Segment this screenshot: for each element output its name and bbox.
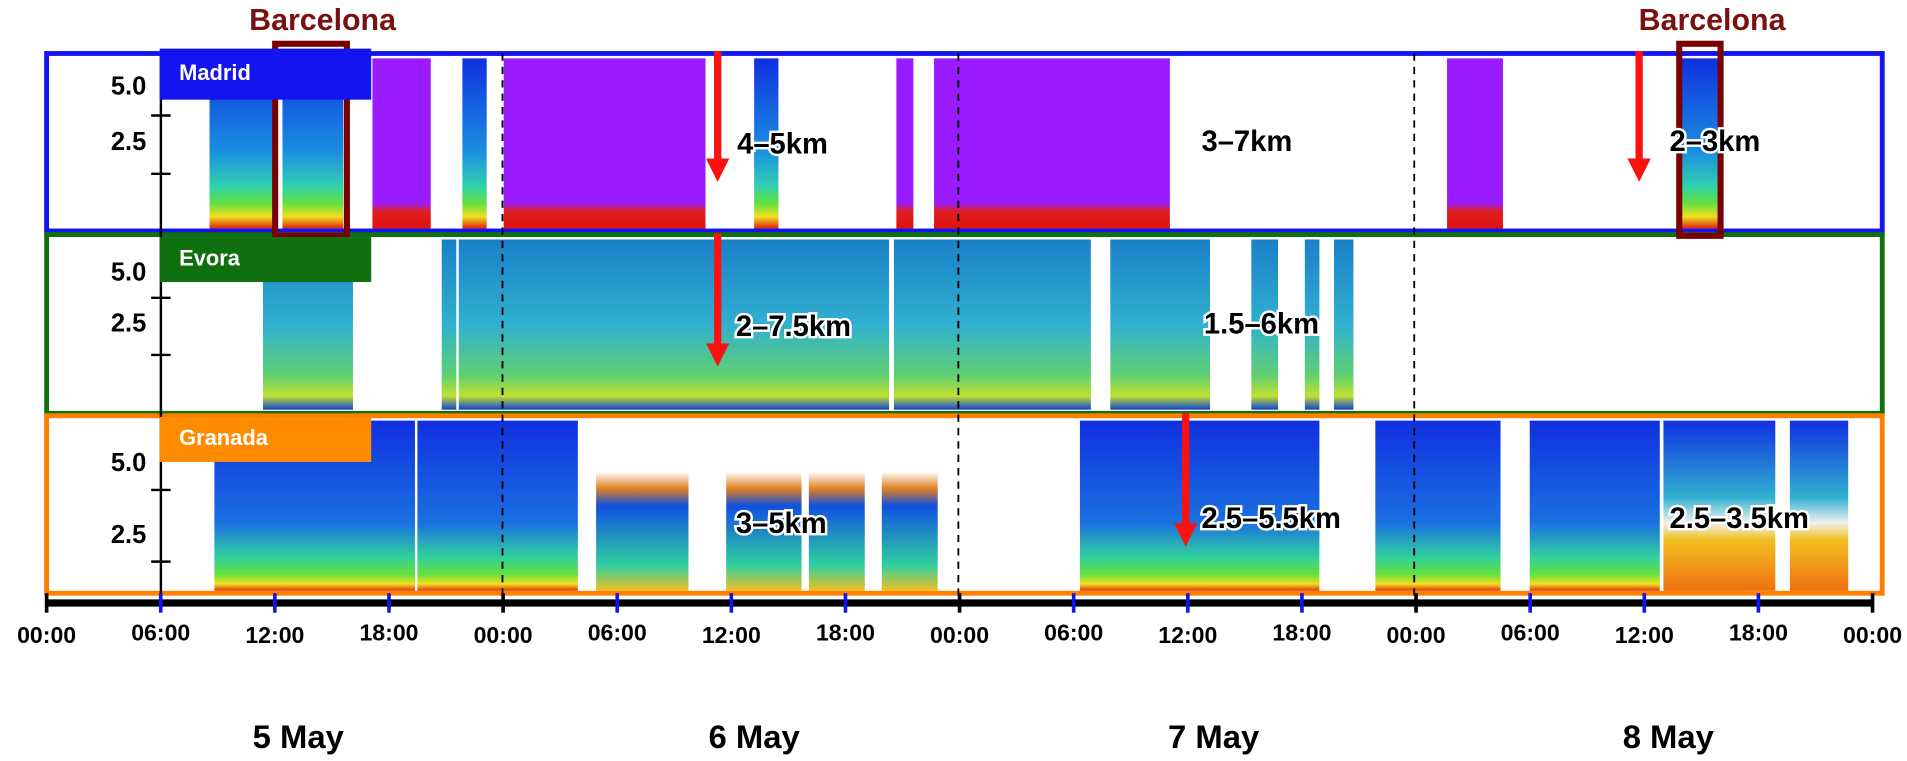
x-tick-label: 12:00	[1615, 622, 1674, 648]
quicklook-strip	[1251, 239, 1279, 410]
panel-name: Granada	[179, 425, 269, 450]
x-tick-label: 00:00	[1387, 622, 1446, 648]
panel-name: Evora	[179, 245, 241, 270]
height-annotation: 3–5km	[736, 508, 827, 540]
x-tick-label: 12:00	[1158, 622, 1217, 648]
x-tick-label: 12:00	[702, 622, 761, 648]
height-annotation: 2–7.5km	[736, 311, 851, 343]
panel-name: Madrid	[179, 60, 251, 85]
quicklook-strip	[1079, 420, 1320, 591]
barcelona-box	[272, 40, 350, 239]
x-tick-label: 00:00	[474, 622, 533, 648]
quicklook-strip	[896, 58, 914, 229]
quicklook-strip	[441, 239, 457, 410]
lidar-quicklooks	[209, 58, 1849, 591]
panel-frames	[44, 51, 1885, 596]
x-tick-label: 18:00	[1272, 620, 1331, 646]
x-tick-label: 00:00	[1843, 622, 1902, 648]
x-tick-label: 06:00	[1044, 620, 1103, 646]
y-tick-label: 2.5	[111, 309, 146, 337]
panel-name-box	[159, 237, 372, 283]
quicklook-strip	[1447, 58, 1503, 229]
x-tick-label: 18:00	[1729, 620, 1788, 646]
height-annotation: 1.5–6km	[1204, 308, 1319, 340]
day-label: 7 May	[1168, 718, 1260, 755]
barcelona-label: Barcelona	[249, 3, 397, 37]
x-tick-label: 18:00	[816, 620, 875, 646]
quicklook-strip	[1110, 239, 1211, 410]
y-tick-label: 5.0	[111, 258, 146, 286]
x-tick-label: 06:00	[588, 620, 647, 646]
quicklook-strip	[462, 58, 487, 229]
x-tick-label: 00:00	[17, 622, 76, 648]
overlays: Madrid 5.0 2.5 4–5km 3–7km 2–3km Evora 5.0 2.5 2–…	[17, 40, 1902, 755]
quicklook-strip	[458, 239, 890, 410]
height-annotation: 2.5–3.5km	[1670, 503, 1809, 535]
x-tick-label: 12:00	[245, 622, 304, 648]
x-tick-label: 18:00	[359, 620, 418, 646]
quicklook-strip	[1375, 420, 1501, 591]
day-label: 6 May	[709, 718, 801, 755]
height-annotation: 2.5–5.5km	[1201, 503, 1340, 535]
quicklook-strip	[417, 420, 578, 591]
height-annotation: 2–3km	[1670, 126, 1761, 158]
quicklook-strip	[503, 58, 706, 229]
quicklook-strip	[1334, 239, 1354, 410]
barcelona-label: Barcelona	[1639, 3, 1787, 37]
height-annotation: 3–7km	[1201, 126, 1292, 158]
panel-name-box	[159, 416, 372, 462]
quicklook-strip	[881, 420, 938, 591]
quicklook-strip	[808, 420, 865, 591]
x-tick-label: 00:00	[930, 622, 989, 648]
panel-name-box	[159, 48, 372, 100]
quicklook-strip	[372, 58, 431, 229]
quicklook-strip	[1529, 420, 1660, 591]
quicklook-strip	[754, 58, 779, 229]
quicklook-strip	[1681, 58, 1719, 229]
day-label: 8 May	[1623, 718, 1715, 755]
day-label: 5 May	[253, 718, 345, 755]
y-tick-label: 5.0	[111, 449, 146, 477]
x-tick-label: 06:00	[1501, 620, 1560, 646]
barcelona-box	[1676, 40, 1724, 239]
y-tick-label: 2.5	[111, 128, 146, 156]
quicklook-strip	[726, 420, 802, 591]
quicklook-strip	[1663, 420, 1776, 591]
quicklook-strip	[934, 58, 1170, 229]
y-tick-label: 2.5	[111, 521, 146, 549]
x-tick-label: 06:00	[131, 620, 190, 646]
granada-frame	[44, 413, 1885, 596]
quicklook-strip	[893, 239, 1091, 410]
height-annotation: 4–5km	[737, 129, 828, 161]
quicklook-strip	[1789, 420, 1849, 591]
quicklook-strip	[1304, 239, 1320, 410]
y-tick-label: 5.0	[111, 72, 146, 100]
quicklook-strip	[596, 420, 689, 591]
madrid-frame	[44, 51, 1885, 234]
